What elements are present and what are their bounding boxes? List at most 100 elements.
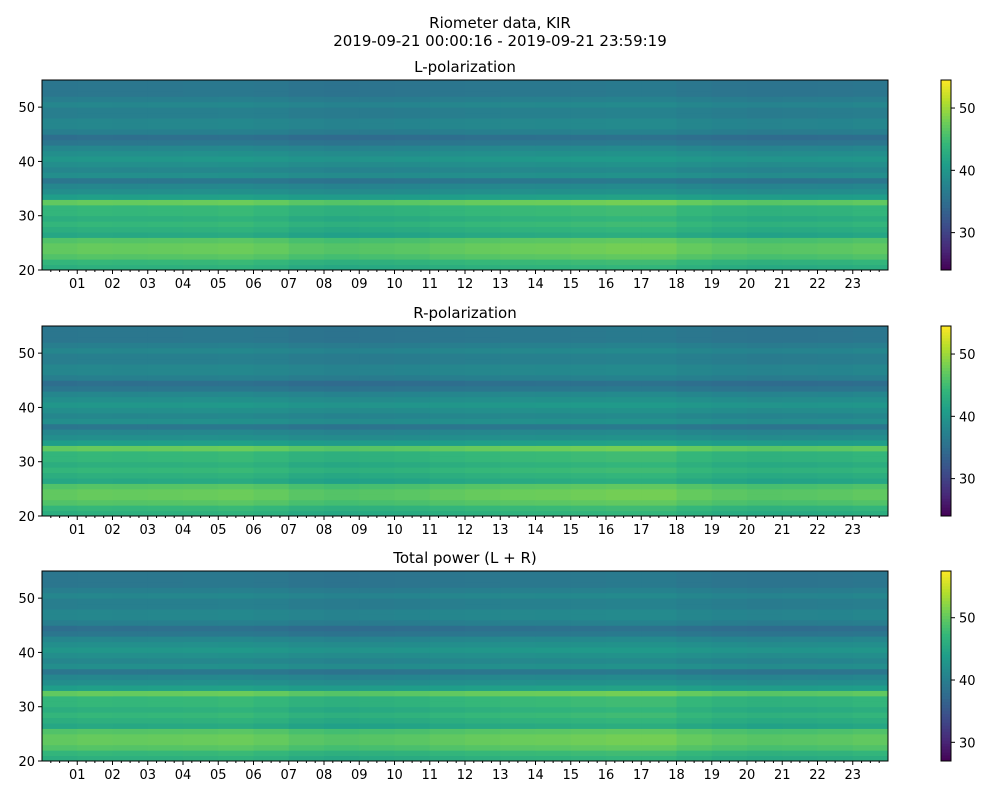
heatmap-cell — [324, 728, 360, 735]
y-tick-label: 30 — [18, 456, 35, 471]
heatmap-cell — [676, 172, 713, 179]
heatmap-cell — [288, 429, 325, 436]
heatmap-cell — [747, 331, 783, 338]
heatmap-cell — [112, 494, 149, 501]
heatmap-cell — [641, 374, 677, 381]
heatmap-cell — [253, 221, 290, 228]
heatmap-cell — [641, 85, 677, 92]
heatmap-cell — [253, 326, 290, 332]
heatmap-cell — [570, 326, 607, 332]
colorbar-segment — [941, 249, 951, 253]
heatmap-cell — [747, 418, 783, 425]
heatmap-cell — [77, 750, 113, 757]
x-tick-label: 21 — [774, 277, 791, 292]
heatmap-cell — [359, 85, 395, 92]
heatmap-cell — [112, 429, 149, 436]
x-tick-label: 18 — [668, 523, 685, 538]
heatmap-cell — [782, 581, 818, 588]
x-tick-label: 11 — [421, 523, 438, 538]
heatmap-cell — [147, 445, 184, 452]
heatmap-cell — [324, 380, 360, 387]
heatmap-cell — [817, 264, 854, 271]
heatmap-cell — [42, 467, 78, 474]
colorbar-segment — [941, 361, 951, 366]
heatmap-cell — [641, 630, 677, 637]
heatmap-cell — [817, 488, 854, 495]
heatmap-cell — [77, 412, 113, 419]
heatmap-cell — [253, 603, 290, 610]
x-tick-label: 13 — [492, 768, 509, 783]
heatmap-cell — [465, 592, 501, 599]
heatmap-cell — [288, 636, 325, 643]
heatmap-cell — [359, 717, 395, 724]
heatmap-cell — [429, 396, 466, 403]
heatmap-cell — [218, 248, 254, 255]
heatmap-cell — [288, 161, 325, 168]
heatmap-cell — [465, 587, 501, 594]
heatmap-cell — [429, 232, 466, 238]
heatmap-cell — [570, 374, 607, 381]
heatmap-cell — [817, 215, 854, 222]
heatmap-cell — [77, 663, 113, 670]
heatmap-cell — [324, 264, 360, 271]
heatmap-cell — [218, 598, 254, 605]
heatmap-cell — [676, 369, 713, 376]
heatmap-cell — [711, 434, 748, 441]
heatmap-cell — [465, 194, 501, 200]
heatmap-cell — [500, 461, 536, 468]
heatmap-cell — [429, 592, 466, 599]
heatmap-cell — [359, 690, 395, 697]
heatmap-cell — [641, 652, 677, 659]
heatmap-cell — [606, 364, 642, 370]
heatmap-cell — [77, 456, 113, 463]
heatmap-cell — [112, 647, 149, 653]
heatmap-cell — [324, 123, 360, 130]
heatmap-cell — [183, 450, 219, 457]
heatmap-cell — [641, 112, 677, 119]
heatmap-cell — [747, 226, 783, 233]
heatmap-cell — [782, 183, 818, 190]
colorbar-segment — [941, 728, 951, 732]
heatmap-cell — [641, 259, 677, 266]
heatmap-cell — [500, 358, 536, 365]
heatmap-cell — [42, 204, 78, 211]
heatmap-cell — [288, 690, 325, 697]
heatmap-cell — [42, 128, 78, 135]
heatmap-cell — [465, 380, 501, 387]
heatmap-cell — [817, 744, 854, 751]
heatmap-cell — [112, 625, 149, 632]
heatmap-cell — [112, 90, 149, 97]
heatmap-cell — [465, 625, 501, 632]
heatmap-cell — [747, 85, 783, 92]
heatmap-cell — [570, 619, 607, 626]
heatmap-cell — [535, 412, 572, 419]
heatmap-cell — [711, 226, 748, 233]
heatmap-cell — [394, 712, 431, 719]
heatmap-cell — [429, 342, 466, 349]
heatmap-cell — [429, 80, 466, 86]
heatmap-cell — [570, 510, 607, 517]
heatmap-cell — [253, 619, 290, 626]
colorbar-segment — [941, 195, 951, 200]
heatmap-cell — [324, 347, 360, 354]
heatmap-cell — [570, 434, 607, 441]
heatmap-cell — [641, 199, 677, 206]
y-tick-label: 40 — [18, 401, 35, 416]
heatmap-cell — [77, 499, 113, 506]
heatmap-cell — [747, 685, 783, 691]
heatmap-cell — [570, 440, 607, 446]
heatmap-cell — [852, 755, 889, 762]
heatmap-cell — [77, 264, 113, 271]
heatmap-cell — [606, 150, 642, 157]
colorbar-segment — [941, 657, 951, 661]
heatmap-cell — [676, 402, 713, 408]
colorbar-segment — [941, 175, 951, 179]
heatmap-cell — [429, 134, 466, 141]
heatmap-cell — [782, 369, 818, 376]
heatmap-cell — [77, 134, 113, 141]
heatmap-cell — [394, 478, 431, 484]
heatmap-cell — [288, 90, 325, 97]
heatmap-cell — [147, 499, 184, 506]
heatmap-cell — [42, 505, 78, 512]
heatmap-cell — [606, 488, 642, 495]
